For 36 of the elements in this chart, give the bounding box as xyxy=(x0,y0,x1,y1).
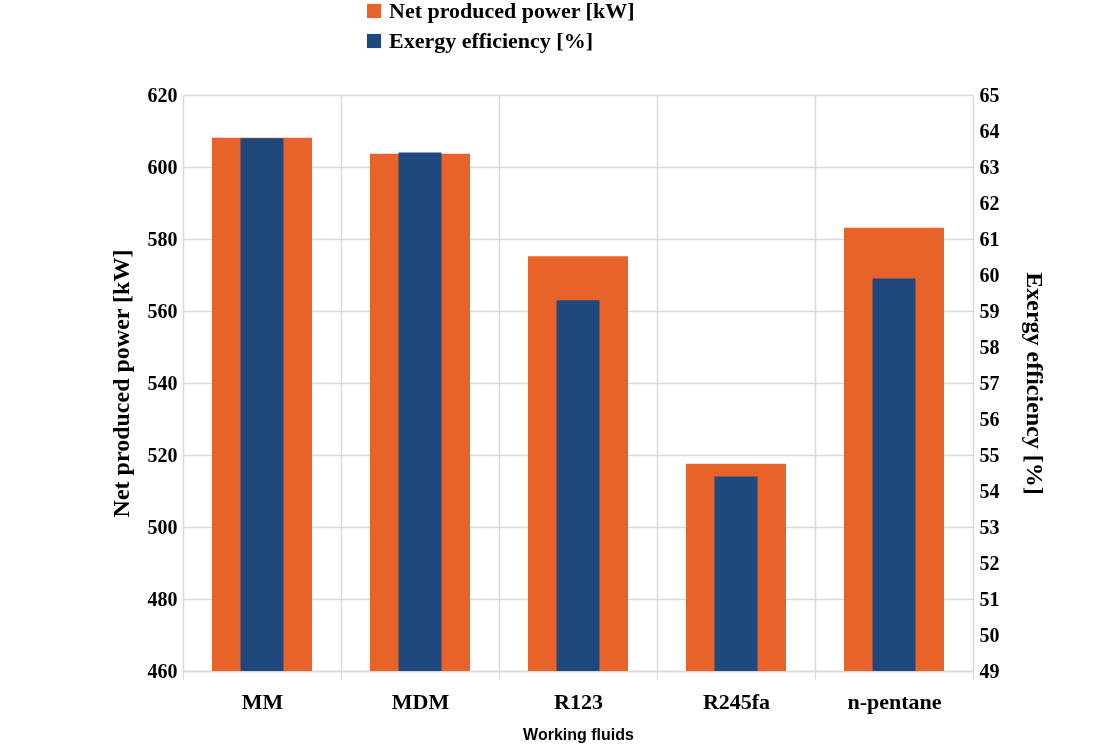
y2-tick-label: 50 xyxy=(979,623,1000,646)
y2-axis-title: Exergy efficiency [%] xyxy=(1021,272,1048,495)
x-tick-label: MDM xyxy=(391,688,450,714)
y-tick-label: 620 xyxy=(147,83,178,106)
y-tick-label: 500 xyxy=(147,515,178,538)
y2-tick-label: 63 xyxy=(979,155,1000,178)
y2-tick-label: 64 xyxy=(979,119,1000,142)
y-tick-label: 540 xyxy=(147,371,178,394)
x-tick-label: n-pentane xyxy=(847,688,942,714)
x-axis-title: Working fluids xyxy=(523,725,635,743)
y2-tick-label: 65 xyxy=(979,83,1000,106)
y2-tick-label: 59 xyxy=(979,299,1000,322)
y2-tick-label: 61 xyxy=(979,227,1000,250)
y2-tick-label: 58 xyxy=(979,335,1000,358)
y-tick-label: 560 xyxy=(147,299,178,322)
y2-tick-label: 60 xyxy=(979,263,1000,286)
y-tick-label: 460 xyxy=(147,659,178,682)
y2-tick-label: 49 xyxy=(979,659,1000,682)
legend-label: Exergy efficiency [%] xyxy=(389,28,594,53)
y-axis-title: Net produced power [kW] xyxy=(107,249,134,518)
y2-tick-label: 55 xyxy=(979,443,1000,466)
y2-tick-label: 53 xyxy=(979,515,1000,538)
x-tick-label: R245fa xyxy=(702,688,771,714)
y-tick-label: 580 xyxy=(147,227,178,250)
legend-label: Net produced power [kW] xyxy=(389,0,635,23)
y2-tick-label: 62 xyxy=(979,191,1000,214)
y2-tick-label: 57 xyxy=(979,371,1000,394)
y2-tick-label: 52 xyxy=(979,551,1000,574)
y-tick-label: 600 xyxy=(147,155,178,178)
y2-tick-label: 51 xyxy=(979,587,1000,610)
y-tick-label: 480 xyxy=(147,587,178,610)
y-tick-label: 520 xyxy=(147,443,178,466)
x-tick-label: R123 xyxy=(554,688,603,714)
y2-tick-label: 54 xyxy=(979,479,1000,502)
x-tick-label: MM xyxy=(241,688,284,714)
y2-tick-label: 56 xyxy=(979,407,1000,430)
